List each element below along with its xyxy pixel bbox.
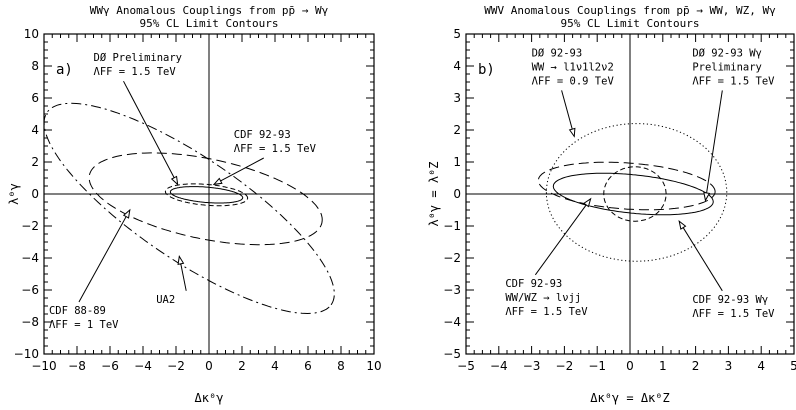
annotation-arrow-line bbox=[78, 209, 131, 303]
x-axis-label: Δκ⁰γ = Δκ⁰Z bbox=[590, 391, 669, 405]
chart-title-line: 95% CL Limit Contours bbox=[560, 17, 699, 30]
x-tick-label: 6 bbox=[304, 359, 312, 373]
chart-title-line: WWV Anomalous Couplings from pp̄ → WW, W… bbox=[484, 4, 776, 17]
x-tick-label: −1 bbox=[588, 359, 606, 373]
x-tick-label: 0 bbox=[205, 359, 213, 373]
x-tick-label: 4 bbox=[271, 359, 279, 373]
x-tick-label: 0 bbox=[626, 359, 634, 373]
y-tick-label: 4 bbox=[453, 59, 461, 73]
y-tick-label: −6 bbox=[21, 283, 39, 297]
y-tick-label: −4 bbox=[443, 315, 461, 329]
x-tick-label: 2 bbox=[692, 359, 700, 373]
annotation-arrow-line bbox=[678, 220, 723, 292]
annotation-arrow-line bbox=[704, 90, 723, 201]
x-tick-label: −6 bbox=[101, 359, 119, 373]
annotation-text: DØ 92-93 Wγ bbox=[692, 47, 762, 59]
x-tick-label: 4 bbox=[757, 359, 765, 373]
contour-dashed bbox=[164, 183, 249, 207]
contour-solid bbox=[552, 172, 714, 216]
annotation-text: CDF 92-93 bbox=[505, 278, 562, 290]
x-tick-label: −2 bbox=[167, 359, 185, 373]
y-tick-label: 1 bbox=[453, 155, 461, 169]
x-tick-label: −4 bbox=[490, 359, 508, 373]
y-tick-label: 6 bbox=[31, 91, 39, 105]
y-tick-label: −4 bbox=[21, 251, 39, 265]
annotation-text: ΛFF = 1.5 TeV bbox=[234, 143, 317, 155]
y-tick-label: 8 bbox=[31, 59, 39, 73]
x-tick-label: 1 bbox=[659, 359, 667, 373]
x-axis-label: Δκ⁰γ bbox=[195, 391, 224, 405]
annotation-arrowhead bbox=[177, 254, 185, 265]
annotation-text: ΛFF = 0.9 TeV bbox=[532, 75, 615, 87]
chart-title-line: 95% CL Limit Contours bbox=[139, 17, 278, 30]
y-tick-label: −8 bbox=[21, 315, 39, 329]
annotation-text: DØ 92-93 bbox=[532, 47, 583, 59]
x-tick-label: 2 bbox=[238, 359, 246, 373]
x-tick-label: −5 bbox=[457, 359, 475, 373]
chart-panel-2: WWV Anomalous Couplings from pp̄ → WW, W… bbox=[427, 4, 796, 405]
x-tick-label: 3 bbox=[725, 359, 733, 373]
annotation-text: CDF 88-89 bbox=[49, 305, 106, 317]
panel-label: b) bbox=[478, 62, 495, 78]
annotation-arrowhead bbox=[212, 177, 223, 186]
annotation-arrowhead bbox=[678, 219, 687, 230]
x-tick-label: 5 bbox=[790, 359, 796, 373]
y-tick-label: −5 bbox=[443, 347, 461, 361]
annotation-arrowhead bbox=[703, 191, 711, 202]
x-tick-label: −2 bbox=[556, 359, 574, 373]
annotation-text: ΛFF = 1.5 TeV bbox=[94, 66, 177, 78]
y-tick-label: 10 bbox=[24, 27, 39, 41]
annotation-text: ΛFF = 1 TeV bbox=[49, 319, 119, 331]
y-tick-label: −3 bbox=[443, 283, 461, 297]
contour-dashed bbox=[603, 166, 667, 222]
x-tick-label: −4 bbox=[134, 359, 152, 373]
y-tick-label: 5 bbox=[453, 27, 461, 41]
annotation-text: WW/WZ → lνjj bbox=[505, 292, 581, 304]
annotation-arrowhead bbox=[122, 208, 131, 219]
annotation-text: ΛFF = 1.5 TeV bbox=[692, 308, 775, 320]
annotation-arrowhead bbox=[583, 197, 592, 208]
annotation-arrow-line bbox=[123, 80, 179, 185]
y-tick-label: 0 bbox=[31, 187, 39, 201]
y-axis-label: λ⁰γ bbox=[7, 183, 21, 205]
contour-dotted bbox=[545, 123, 728, 262]
annotation-text: ΛFF = 1.5 TeV bbox=[505, 306, 588, 318]
x-tick-label: −3 bbox=[523, 359, 541, 373]
y-tick-label: −1 bbox=[443, 219, 461, 233]
x-tick-label: −8 bbox=[68, 359, 86, 373]
contour-solid bbox=[169, 186, 244, 204]
contour-dashdot bbox=[44, 102, 335, 315]
y-tick-label: 0 bbox=[453, 187, 461, 201]
x-tick-label: −10 bbox=[31, 359, 56, 373]
annotation-text: WW → l1ν1l2ν2 bbox=[532, 61, 614, 73]
annotation-text: CDF 92-93 bbox=[234, 129, 291, 141]
annotation-arrow-line bbox=[534, 198, 592, 276]
annotation-text: UA2 bbox=[156, 294, 175, 306]
x-tick-label: 10 bbox=[366, 359, 381, 373]
y-tick-label: −2 bbox=[21, 219, 39, 233]
y-axis-label: λ⁰γ = λ⁰Z bbox=[427, 161, 441, 226]
annotation-text: CDF 92-93 Wγ bbox=[692, 294, 768, 306]
y-tick-label: 2 bbox=[453, 123, 461, 137]
annotation-arrowhead bbox=[170, 175, 179, 186]
y-tick-label: 3 bbox=[453, 91, 461, 105]
annotation-text: Preliminary bbox=[692, 61, 762, 73]
annotation-arrowhead bbox=[568, 127, 576, 138]
annotation-text: DØ Preliminary bbox=[94, 52, 183, 64]
y-tick-label: −2 bbox=[443, 251, 461, 265]
y-tick-label: −10 bbox=[14, 347, 39, 361]
panel-label: a) bbox=[56, 62, 73, 78]
x-tick-label: 8 bbox=[337, 359, 345, 373]
contour-longdash bbox=[537, 161, 716, 211]
y-tick-label: 4 bbox=[31, 123, 39, 137]
annotation-arrow-line bbox=[213, 157, 264, 185]
y-tick-label: 2 bbox=[31, 155, 39, 169]
contour-longdash bbox=[88, 152, 323, 246]
chart-panel-1: WWγ Anomalous Couplings from pp̄ → Wγ95%… bbox=[7, 4, 382, 405]
chart-title-line: WWγ Anomalous Couplings from pp̄ → Wγ bbox=[90, 4, 329, 17]
annotation-text: ΛFF = 1.5 TeV bbox=[692, 75, 775, 87]
